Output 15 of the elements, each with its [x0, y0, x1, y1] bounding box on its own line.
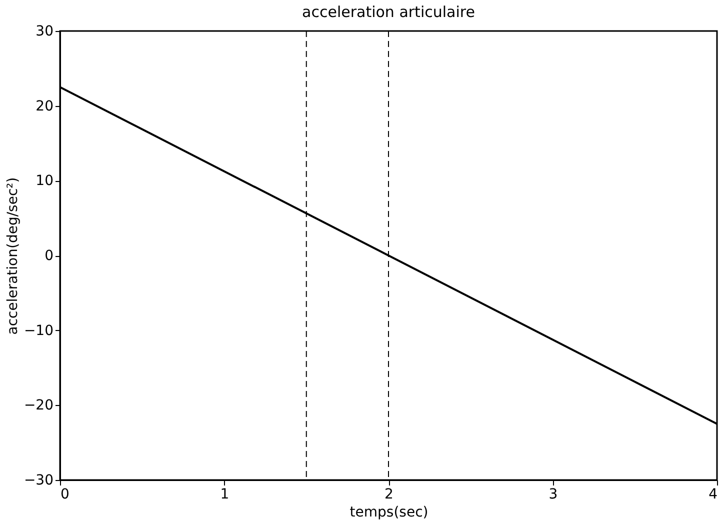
x-tick-label: 3 — [548, 486, 558, 502]
chart-title: acceleration articulaire — [302, 3, 475, 21]
y-tick-label: −10 — [24, 322, 54, 339]
y-tick-label: 10 — [36, 173, 54, 190]
x-axis-title: temps(sec) — [350, 504, 428, 520]
x-tick-label: 1 — [220, 486, 230, 502]
y-tick-label: 0 — [44, 248, 54, 264]
y-tick-label: −20 — [24, 398, 54, 414]
x-tick-label: 2 — [384, 486, 394, 502]
x-tick-label: 4 — [708, 486, 718, 502]
y-tick-label: 30 — [36, 24, 54, 40]
x-tick-label: 0 — [60, 486, 70, 502]
y-tick-label: 20 — [36, 98, 54, 114]
y-axis-title: acceleration(deg/sec²) — [4, 177, 21, 335]
y-tick-label: −30 — [24, 472, 54, 488]
